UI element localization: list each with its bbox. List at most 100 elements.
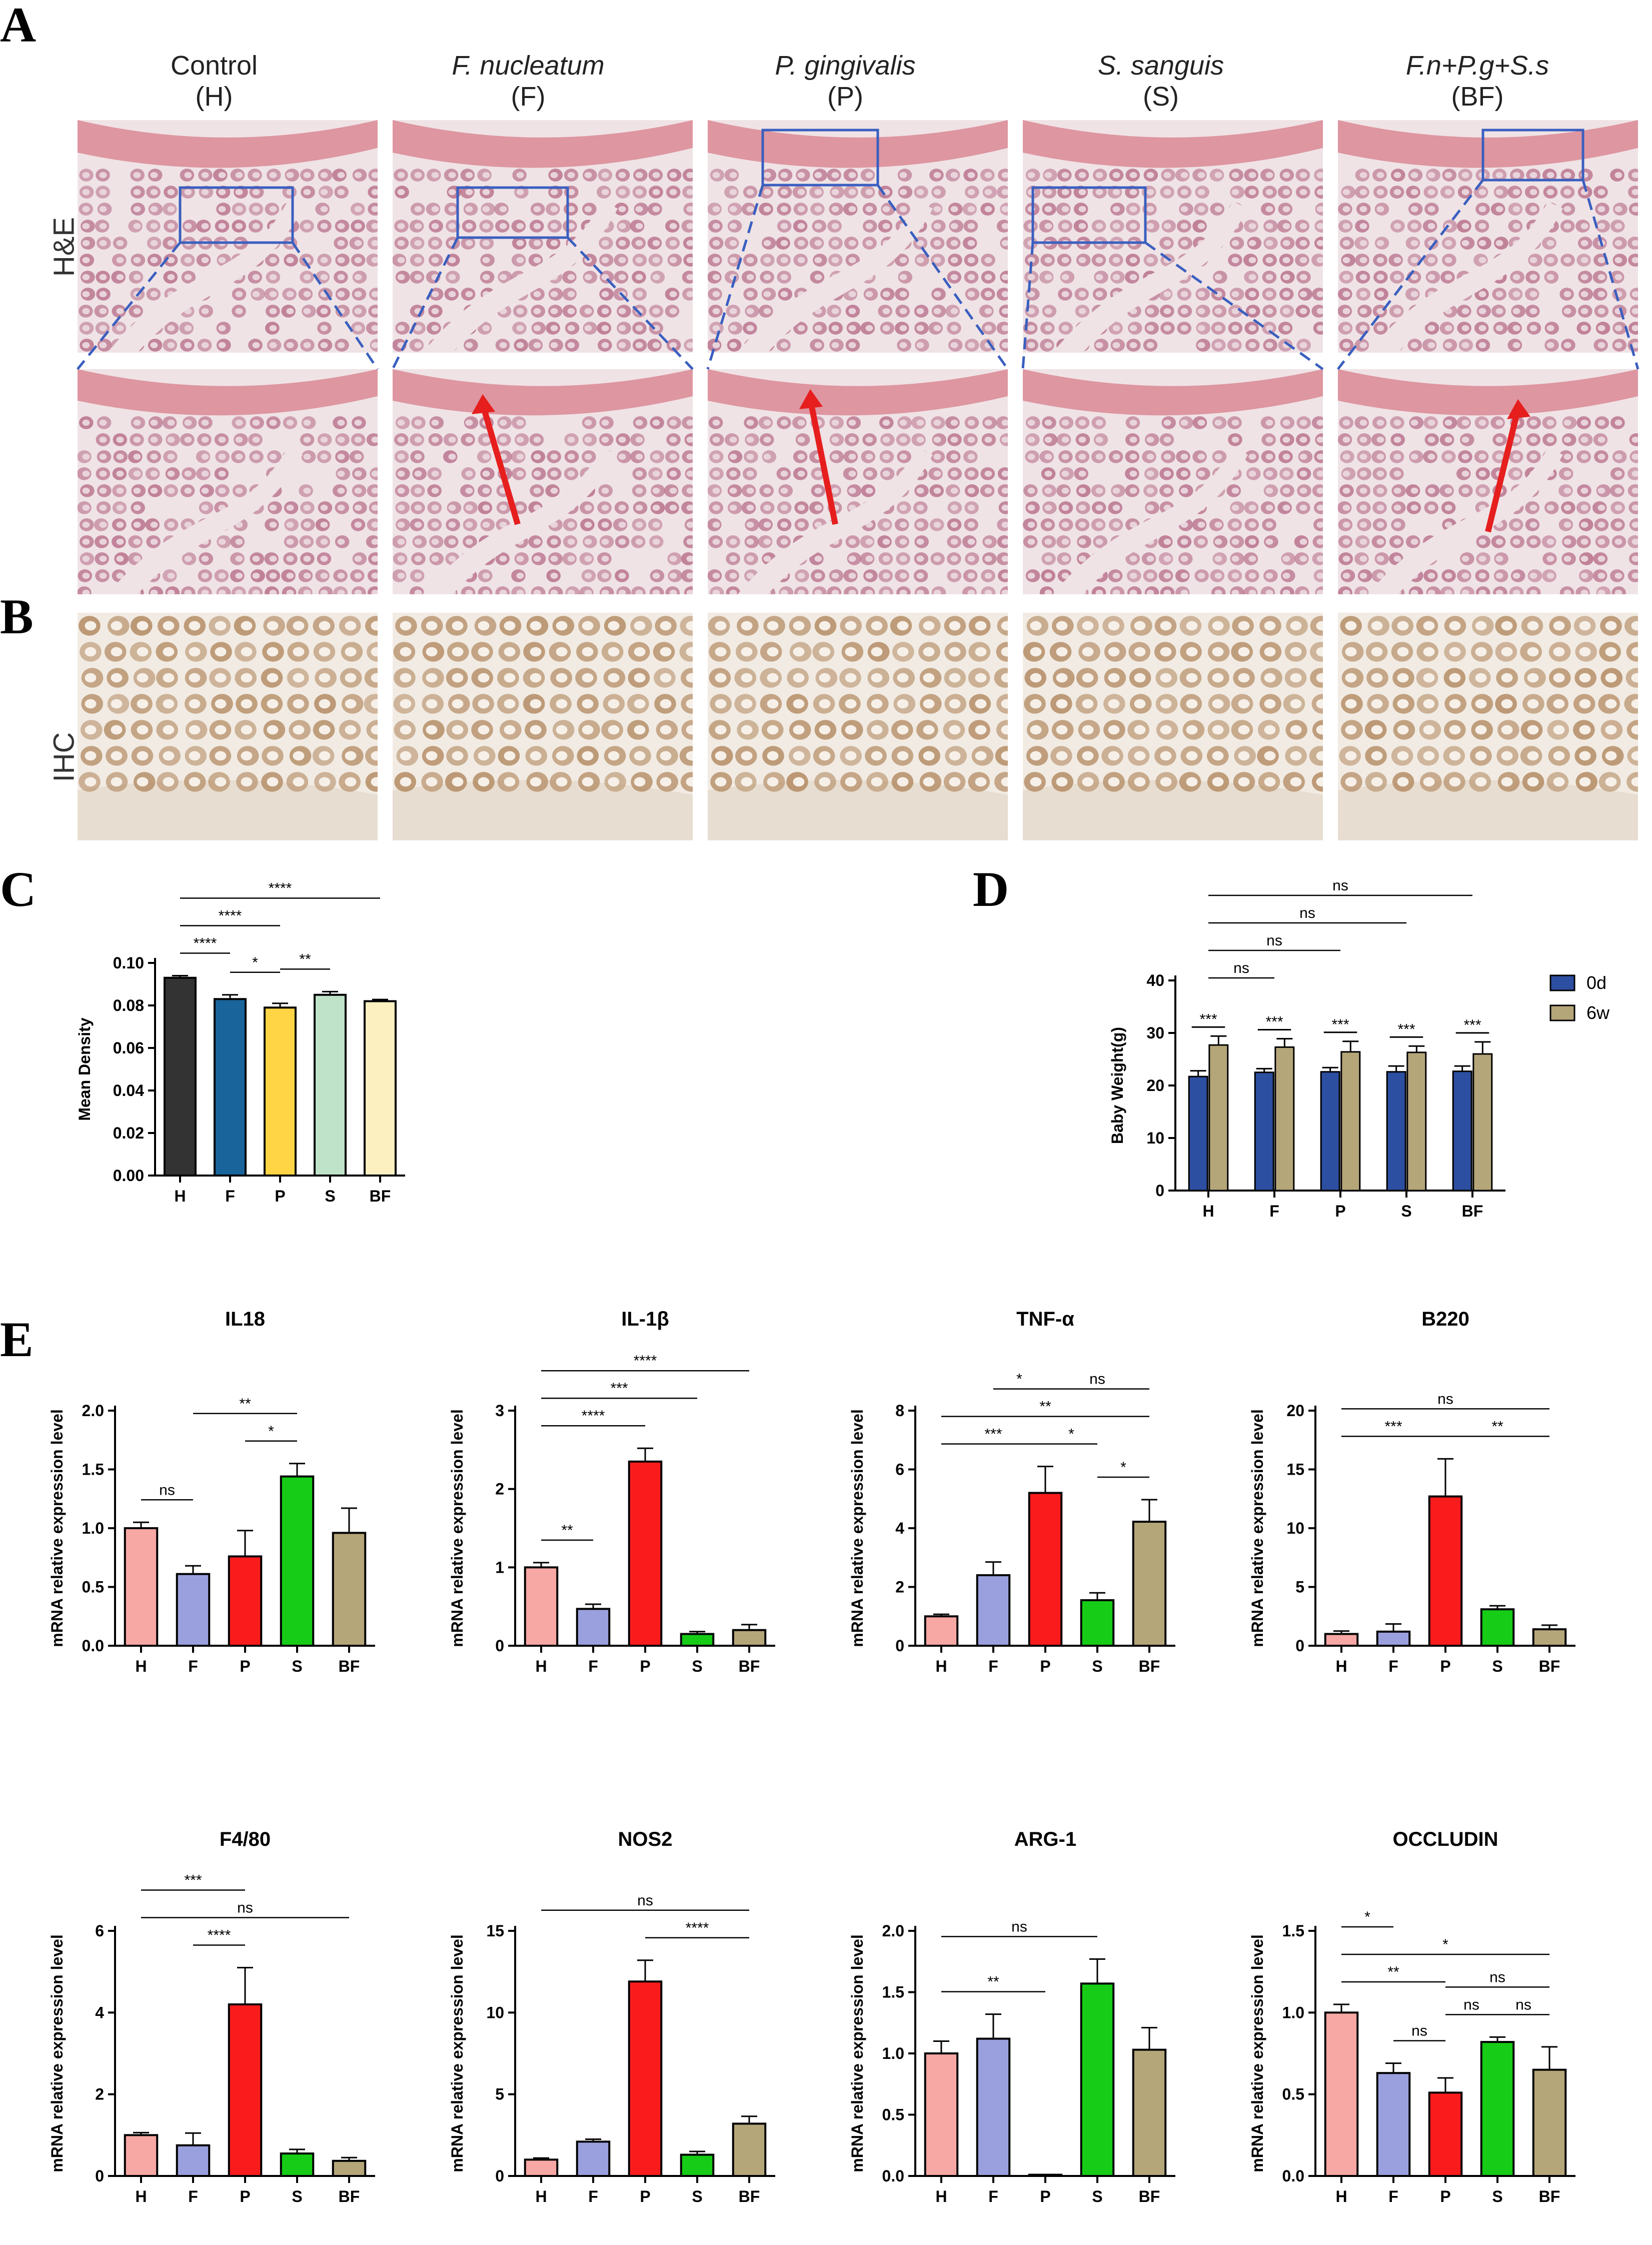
crypt-lumen (1580, 325, 1588, 332)
crypt-lumen (899, 453, 907, 460)
crypt-lumen (950, 572, 958, 579)
crypt-lumen (608, 777, 620, 787)
comparison-label: ns (1332, 877, 1348, 894)
crypt-lumen (686, 572, 693, 579)
bar-0d (1188, 1075, 1208, 1192)
crypt-lumen (516, 504, 524, 511)
crypt-lumen (1078, 487, 1086, 494)
crypt-lumen (712, 342, 720, 349)
crypt-lumen (1061, 172, 1069, 179)
y-tick-label: 4 (895, 1519, 904, 1537)
crypt-lumen (82, 453, 90, 460)
crypt-lumen (1078, 436, 1086, 443)
x-tick-label: P (1040, 2187, 1050, 2205)
crypt-lumen (556, 725, 568, 735)
crypt-lumen (1410, 257, 1418, 264)
muscle-layer (78, 369, 378, 416)
crypt-lumen (320, 325, 328, 332)
crypt-lumen (241, 777, 253, 787)
crypt-lumen (137, 777, 149, 787)
crypt-lumen (967, 470, 975, 477)
crypt-lumen (1597, 487, 1605, 494)
crypt-lumen (1282, 172, 1290, 179)
crypt-lumen (1108, 751, 1120, 761)
crypt-lumen (780, 291, 788, 298)
crypt-lumen (814, 555, 822, 562)
crypt-lumen (1427, 589, 1435, 594)
crypt-lumen (1614, 274, 1622, 281)
crypt-lumen (465, 521, 473, 528)
crypt-lumen (669, 419, 677, 426)
crypt-lumen (1345, 751, 1357, 761)
crypt-lumen (1108, 621, 1120, 631)
crypt-lumen (780, 172, 788, 179)
crypt-lumen (82, 504, 90, 511)
x-tick-label: P (1040, 1657, 1050, 1675)
crypt-lumen (780, 419, 788, 426)
crypt-lumen (899, 308, 907, 315)
crypt (1624, 616, 1638, 636)
bar-6w (1340, 1051, 1361, 1192)
crypt-lumen (669, 257, 677, 264)
crypt-lumen (150, 189, 158, 196)
crypt-lumen (1316, 206, 1323, 213)
crypt-lumen (252, 436, 260, 443)
crypt-lumen (133, 470, 141, 477)
crypt-lumen (167, 453, 175, 460)
crypt-lumen (975, 725, 987, 735)
crypt-lumen (1264, 647, 1276, 657)
crypt-lumen (1129, 589, 1137, 594)
crypt-lumen (252, 555, 260, 562)
submucosa-layer (393, 780, 693, 840)
panel-letter-d: D (973, 861, 1009, 917)
crypt-lumen (1030, 647, 1042, 657)
crypt-lumen (950, 419, 958, 426)
crypt-lumen (1282, 436, 1290, 443)
crypt-lumen (1478, 206, 1486, 213)
crypt-lumen (686, 673, 693, 683)
crypt-lumen (167, 189, 175, 196)
crypt-lumen (111, 777, 123, 787)
crypt-lumen (320, 172, 328, 179)
comparison-label: ** (1387, 1964, 1399, 1980)
crypt-lumen (1299, 189, 1307, 196)
crypt-lumen (1461, 555, 1469, 562)
crypt-lumen (303, 342, 311, 349)
crypt-lumen (1282, 453, 1290, 460)
crypt-lumen (1316, 725, 1323, 735)
crypt-lumen (1231, 308, 1239, 315)
crypt-lumen (1597, 436, 1605, 443)
crypt-lumen (686, 436, 693, 443)
crypt-lumen (1529, 453, 1537, 460)
crypt-lumen (601, 419, 609, 426)
crypt-lumen (871, 621, 883, 631)
crypt-lumen (712, 223, 720, 230)
crypt-lumen (1631, 436, 1638, 443)
crypt-lumen (1160, 751, 1172, 761)
crypt-lumen (286, 589, 294, 594)
crypt-lumen (1563, 521, 1571, 528)
crypt-lumen (848, 325, 856, 332)
bar-P (628, 1460, 663, 1647)
crypt-lumen (601, 538, 609, 545)
crypt-lumen (1160, 725, 1172, 735)
crypt-lumen (1212, 777, 1224, 787)
crypt-lumen (150, 206, 158, 213)
crypt-lumen (831, 325, 839, 332)
crypt-lumen (1238, 647, 1250, 657)
crypt-lumen (1461, 572, 1469, 579)
crypt-lumen (99, 189, 107, 196)
crypt-lumen (201, 487, 209, 494)
crypt-lumen (1044, 308, 1052, 315)
y-tick-label: 0.5 (82, 1578, 104, 1596)
crypt-lumen (916, 325, 924, 332)
bar-H (924, 1615, 959, 1647)
crypt-lumen (99, 453, 107, 460)
crypt-lumen (652, 308, 660, 315)
crypt-lumen (746, 538, 754, 545)
crypt-lumen (729, 436, 737, 443)
crypt-lumen (1563, 189, 1571, 196)
comparison-label: ns (1233, 960, 1249, 976)
crypt-lumen (848, 257, 856, 264)
crypt-lumen (848, 572, 856, 579)
